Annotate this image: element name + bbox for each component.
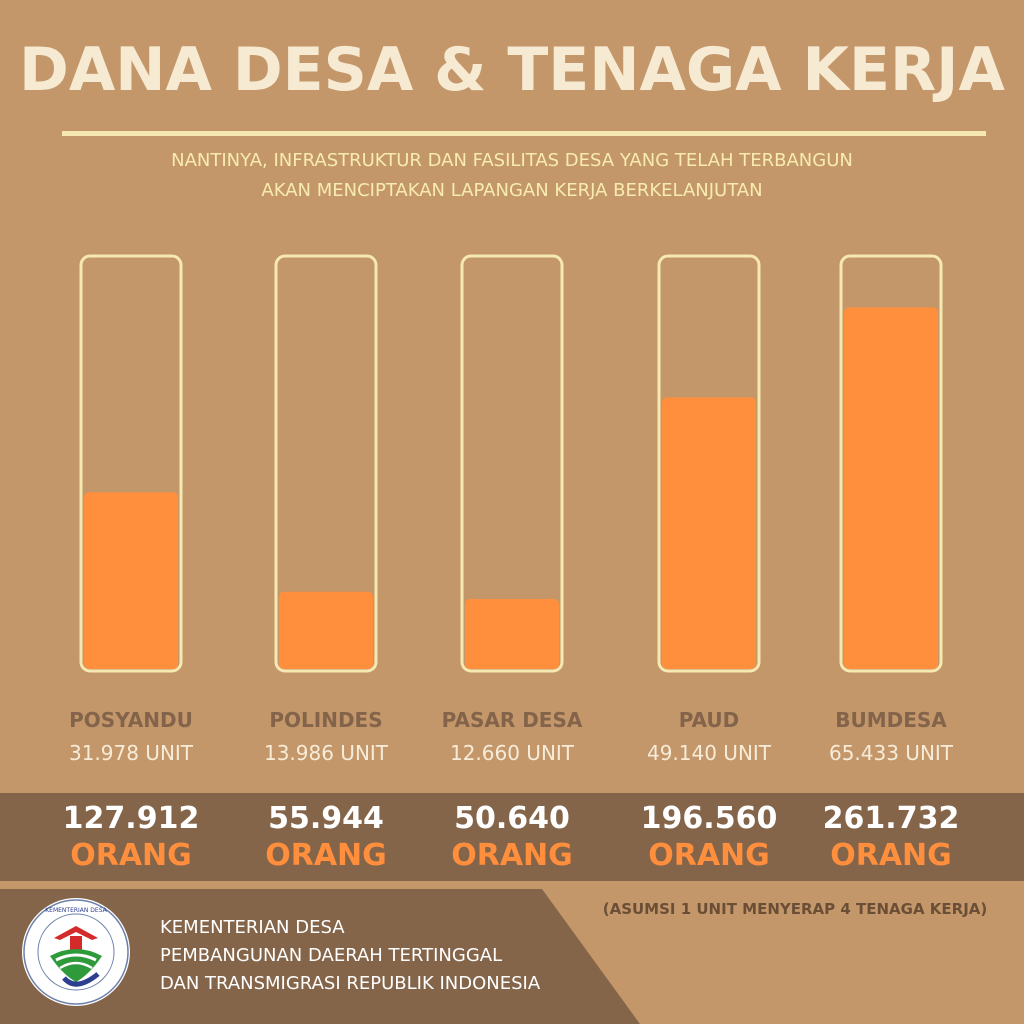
category-label: BUMDESA (835, 708, 947, 732)
worker-band (0, 793, 1024, 881)
unit-value-label: 65.433 UNIT (828, 741, 954, 765)
bar-posyandu (84, 492, 178, 669)
category-label: PASAR DESA (441, 708, 583, 732)
bar-chart (79, 254, 943, 673)
category-label: POSYANDU (69, 708, 193, 732)
organization-line-2: PEMBANGUNAN DAERAH TERTINGGAL (160, 945, 503, 966)
organization-line-3: DAN TRANSMIGRASI REPUBLIK INDONESIA (160, 973, 541, 994)
worker-unit-label: ORANG (265, 838, 387, 873)
worker-count-label: 50.640 (454, 801, 570, 836)
worker-count-label: 196.560 (640, 801, 778, 836)
bar-bumdesa (844, 307, 938, 669)
organization-line-1: KEMENTERIAN DESA (160, 917, 345, 938)
unit-value-label: 31.978 UNIT (68, 741, 194, 765)
worker-unit-label: ORANG (648, 838, 770, 873)
ministry-logo: KEMENTERIAN DESA (22, 898, 130, 1006)
svg-text:KEMENTERIAN DESA: KEMENTERIAN DESA (45, 907, 107, 914)
bar-outline-posyandu (79, 254, 183, 673)
worker-unit-label: ORANG (70, 838, 192, 873)
worker-count-label: 55.944 (268, 801, 384, 836)
worker-unit-label: ORANG (451, 838, 573, 873)
page-title: DANA DESA & TENAGA KERJA (19, 35, 1005, 105)
category-label: POLINDES (269, 708, 383, 732)
worker-count-label: 261.732 (822, 801, 960, 836)
subtitle: NANTINYA, INFRASTRUKTUR DAN FASILITAS DE… (0, 146, 1024, 206)
subtitle-line-1: NANTINYA, INFRASTRUKTUR DAN FASILITAS DE… (171, 150, 853, 171)
unit-value-label: 12.660 UNIT (449, 741, 575, 765)
unit-value-label: 49.140 UNIT (646, 741, 772, 765)
assumption-note: (ASUMSI 1 UNIT MENYERAP 4 TENAGA KERJA) (602, 900, 988, 918)
worker-count-label: 127.912 (62, 801, 200, 836)
bar-outline-pasar-desa (460, 254, 564, 673)
subtitle-line-2: AKAN MENCIPTAKAN LAPANGAN KERJA BERKELAN… (261, 180, 763, 201)
bar-outline-paud (657, 254, 761, 673)
title-divider (62, 131, 986, 136)
category-label: PAUD (678, 708, 740, 732)
bar-paud (662, 397, 756, 669)
worker-unit-label: ORANG (830, 838, 952, 873)
bar-outline-bumdesa (839, 254, 943, 673)
bar-polindes (279, 591, 373, 669)
unit-value-label: 13.986 UNIT (263, 741, 389, 765)
organization-name: KEMENTERIAN DESA PEMBANGUNAN DAERAH TERT… (160, 914, 540, 998)
bar-pasar-desa (465, 599, 559, 669)
bar-outline-polindes (274, 254, 378, 673)
